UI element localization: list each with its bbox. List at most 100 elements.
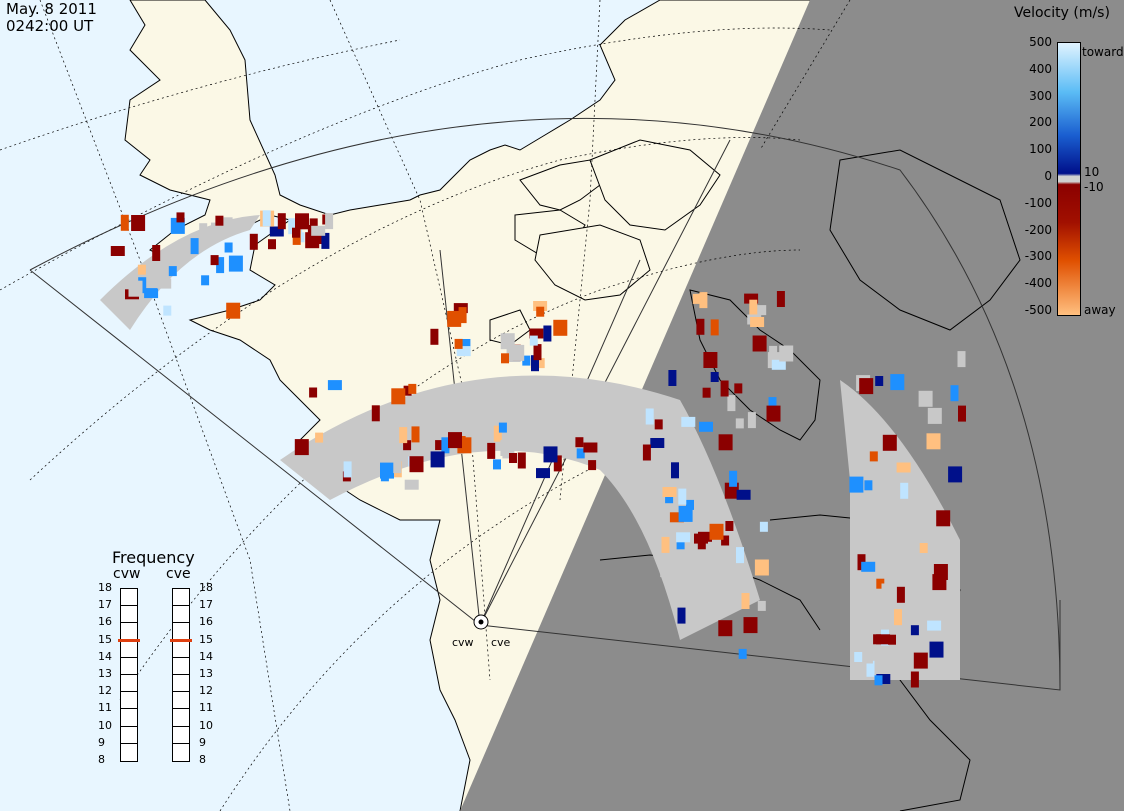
- velocity-cell: [226, 302, 241, 319]
- velocity-cell: [430, 451, 445, 468]
- frequency-cell: [173, 691, 189, 693]
- velocity-cell: [399, 427, 408, 444]
- velocity-cell: [325, 213, 334, 230]
- velocity-cell: [441, 437, 450, 454]
- frequency-cell: [121, 708, 137, 710]
- velocity-cell: [662, 487, 677, 497]
- velocity-cell: [163, 305, 172, 316]
- velocity-cell: [575, 437, 584, 448]
- velocity-cell: [896, 462, 911, 473]
- frequency-tick-left: 14: [98, 649, 112, 663]
- velocity-cell: [725, 521, 734, 531]
- velocity-cell: [699, 292, 708, 309]
- velocity-cell: [686, 499, 694, 510]
- velocity-cell: [447, 310, 462, 327]
- velocity-cell: [411, 426, 420, 443]
- velocity-cell: [404, 479, 419, 490]
- velocity-cell: [702, 387, 711, 398]
- frequency-tick-right: 15: [199, 632, 213, 646]
- frequency-tick-left: 8: [98, 753, 105, 766]
- velocity-cell: [428, 428, 437, 445]
- velocity-cell: [157, 278, 172, 289]
- velocity-cell: [957, 351, 966, 368]
- velocity-tick: 100: [1029, 142, 1052, 157]
- velocity-cell: [660, 561, 669, 578]
- velocity-tick: 500: [1029, 35, 1052, 49]
- velocity-cell: [721, 535, 730, 546]
- velocity-cell: [199, 223, 208, 240]
- velocity-cell: [277, 213, 286, 230]
- frequency-cell: [121, 691, 137, 693]
- velocity-tick: 200: [1029, 115, 1052, 130]
- velocity-cell: [861, 561, 876, 572]
- velocity-cell: [929, 641, 944, 658]
- time-label: 0242:00 UT: [6, 17, 94, 35]
- velocity-cell: [926, 433, 941, 450]
- frequency-cell: [173, 656, 189, 658]
- radar-label-cvw: cvw: [113, 566, 141, 582]
- velocity-cell: [875, 376, 884, 386]
- velocity-cell: [734, 383, 743, 394]
- velocity-cell: [176, 212, 185, 223]
- velocity-cell: [869, 451, 878, 462]
- velocity-cell: [500, 333, 515, 350]
- velocity-cell: [894, 609, 902, 626]
- frequency-bar-cvw: [118, 588, 140, 762]
- velocity-cell: [890, 374, 905, 391]
- away-label: away: [1084, 303, 1116, 317]
- toward-label: toward: [1082, 45, 1124, 59]
- velocity-cell: [694, 533, 708, 544]
- velocity-cell: [854, 652, 863, 662]
- velocity-cell: [684, 613, 698, 624]
- velocity-cell: [882, 488, 897, 505]
- velocity-cell: [766, 405, 781, 422]
- velocity-cell: [752, 335, 767, 352]
- velocity-cell: [718, 620, 733, 637]
- velocity-cell: [771, 359, 786, 370]
- velocity-tick: -200: [1024, 222, 1052, 237]
- frequency-tick-right: 13: [199, 667, 213, 680]
- velocity-cell: [576, 448, 585, 459]
- velocity-tick: 400: [1029, 61, 1052, 76]
- frequency-tick-right: 18: [199, 581, 213, 594]
- velocity-cell: [918, 390, 933, 407]
- velocity-cell: [128, 280, 143, 297]
- velocity-cell: [671, 462, 679, 479]
- velocity-tick: -500: [1024, 303, 1052, 317]
- velocity-cell: [720, 380, 729, 397]
- velocity-cell: [262, 210, 271, 227]
- frequency-tick-left: 13: [98, 667, 112, 680]
- frequency-marker: [118, 639, 140, 643]
- velocity-cell: [371, 405, 380, 422]
- frequency-tick-right: 16: [199, 615, 213, 629]
- velocity-cell: [910, 671, 919, 688]
- velocity-cell: [536, 306, 545, 317]
- velocity-cell: [321, 232, 330, 249]
- velocity-cell: [315, 432, 324, 443]
- frequency-cell: [173, 674, 189, 675]
- velocity-scale-title: Velocity (m/s): [1014, 5, 1110, 21]
- velocity-cell: [754, 559, 769, 576]
- velocity-cell: [744, 293, 759, 304]
- graticule: [0, 0, 851, 811]
- velocity-cell: [292, 227, 300, 238]
- velocity-cell: [588, 460, 597, 471]
- velocity-cell: [430, 328, 439, 345]
- velocity-cell: [268, 239, 276, 250]
- velocity-tick: -100: [1024, 195, 1052, 210]
- frequency-tick-left: 12: [98, 684, 112, 698]
- velocity-cell: [669, 537, 678, 554]
- velocity-cell: [517, 452, 526, 469]
- velocity-cell: [642, 444, 651, 461]
- velocity-cell: [458, 307, 467, 324]
- velocity-cell: [676, 539, 685, 550]
- velocity-cell: [210, 255, 219, 266]
- velocity-cell: [553, 319, 568, 336]
- velocity-cell: [710, 319, 719, 336]
- velocity-cell: [932, 574, 947, 591]
- velocity-cell: [493, 459, 501, 470]
- velocity-cell: [736, 489, 751, 500]
- velocity-cell: [900, 482, 909, 499]
- velocity-colorbar: [1057, 42, 1081, 316]
